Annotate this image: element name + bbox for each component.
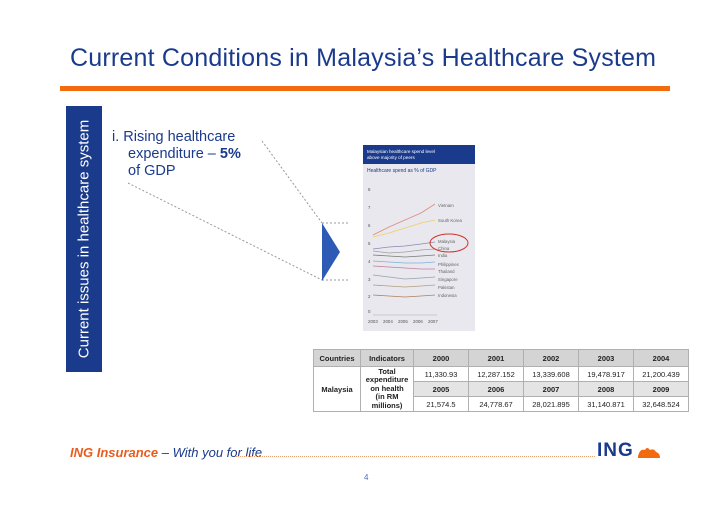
year-cell: 2008	[578, 381, 634, 397]
year-cell: 2009	[633, 381, 689, 397]
issue-text: i. Rising healthcare expenditure – 5% of…	[112, 129, 241, 180]
value-cell: 24,778.67	[468, 396, 524, 412]
x-tick-2003: 2003	[368, 319, 378, 324]
malaysia-highlight-circle	[429, 233, 469, 253]
y-tick-7: 7	[368, 205, 371, 210]
label-pakistan: Pakistan	[438, 285, 455, 290]
value-cell: 13,339.608	[523, 366, 579, 382]
issue-highlight: 5%	[219, 146, 241, 162]
y-tick-4: 4	[368, 259, 371, 264]
value-cell: 11,330.93	[413, 366, 469, 382]
x-tick-2004: 2004	[383, 319, 393, 324]
series-pakistan	[372, 284, 436, 288]
value-cell: 12,287.152	[468, 366, 524, 382]
slide-title: Current Conditions in Malaysia’s Healthc…	[70, 44, 657, 72]
value-cell: 31,140.871	[578, 396, 634, 412]
value-cell: 28,021.895	[523, 396, 579, 412]
col-indicators: Indicators	[360, 349, 414, 367]
label-vietnam: Vietnam	[438, 203, 454, 208]
y-tick-2: 2	[368, 294, 371, 299]
label-indonesia: Indonesia	[438, 293, 457, 298]
ing-insurance-logo: ING Insurance – With you for life	[70, 445, 263, 460]
mini-chart-subtitle: Healthcare spend as % of GDP	[367, 168, 437, 174]
year-cell: 2005	[413, 381, 469, 397]
series-china	[372, 248, 436, 254]
year-cell: 2001	[468, 349, 524, 367]
value-cell: 32,648.524	[633, 396, 689, 412]
series-indonesia	[372, 294, 436, 298]
arrow-icon	[322, 223, 340, 281]
series-india	[372, 254, 436, 258]
lion-icon	[638, 448, 660, 458]
side-panel	[66, 106, 102, 372]
year-cell: 2006	[468, 381, 524, 397]
col-countries: Countries	[313, 349, 361, 367]
label-singapore: Singapore	[438, 277, 458, 282]
year-cell: 2000	[413, 349, 469, 367]
series-south-korea	[372, 219, 436, 238]
mini-chart-header2: above majority of peers	[367, 155, 415, 160]
ing-logo: ING	[597, 440, 634, 461]
y-tick-3: 3	[368, 277, 371, 282]
issue-line2: expenditure – 5%	[128, 146, 241, 162]
label-south-korea: South Korea	[438, 218, 462, 223]
value-cell: 21,200.439	[633, 366, 689, 382]
year-cell: 2003	[578, 349, 634, 367]
series-philippines	[372, 260, 436, 264]
page-number: 4	[364, 473, 369, 482]
year-cell: 2004	[633, 349, 689, 367]
title-underline	[60, 86, 670, 91]
country-cell: Malaysia	[313, 366, 361, 412]
series-vietnam	[372, 203, 436, 236]
healthcare-spend-chart: Malaysian healthcare spend level above m…	[363, 145, 475, 331]
series-thailand	[372, 265, 435, 270]
y-tick-8: 8	[368, 187, 371, 192]
y-tick-5: 5	[368, 241, 371, 246]
label-india: India	[438, 253, 448, 258]
y-tick-0: 0	[368, 309, 371, 314]
y-tick-6: 6	[368, 223, 371, 228]
issue-line1: i. Rising healthcare	[112, 129, 236, 145]
year-cell: 2007	[523, 381, 579, 397]
value-cell: 21,574.5	[413, 396, 469, 412]
series-malaysia	[372, 241, 436, 250]
label-philippines: Philippines	[438, 262, 459, 267]
value-cell: 19,478.917	[578, 366, 634, 382]
issue-line3: of GDP	[128, 163, 176, 179]
year-cell: 2002	[523, 349, 579, 367]
series-singapore	[372, 274, 436, 280]
x-tick-2007: 2007	[428, 319, 438, 324]
label-malaysia: Malaysia	[438, 239, 456, 244]
label-thailand: Thailand	[438, 269, 455, 274]
x-tick-2005: 2005	[398, 319, 408, 324]
footer-divider	[235, 456, 595, 457]
x-tick-2006: 2006	[413, 319, 423, 324]
expenditure-table: Countries Indicators 2000 2001 2002 2003…	[313, 349, 689, 412]
label-china: China	[438, 246, 450, 251]
indicator-cell: Total expenditure on health (in RM milli…	[360, 366, 414, 412]
mini-chart-header1: Malaysian healthcare spend level	[367, 149, 435, 154]
